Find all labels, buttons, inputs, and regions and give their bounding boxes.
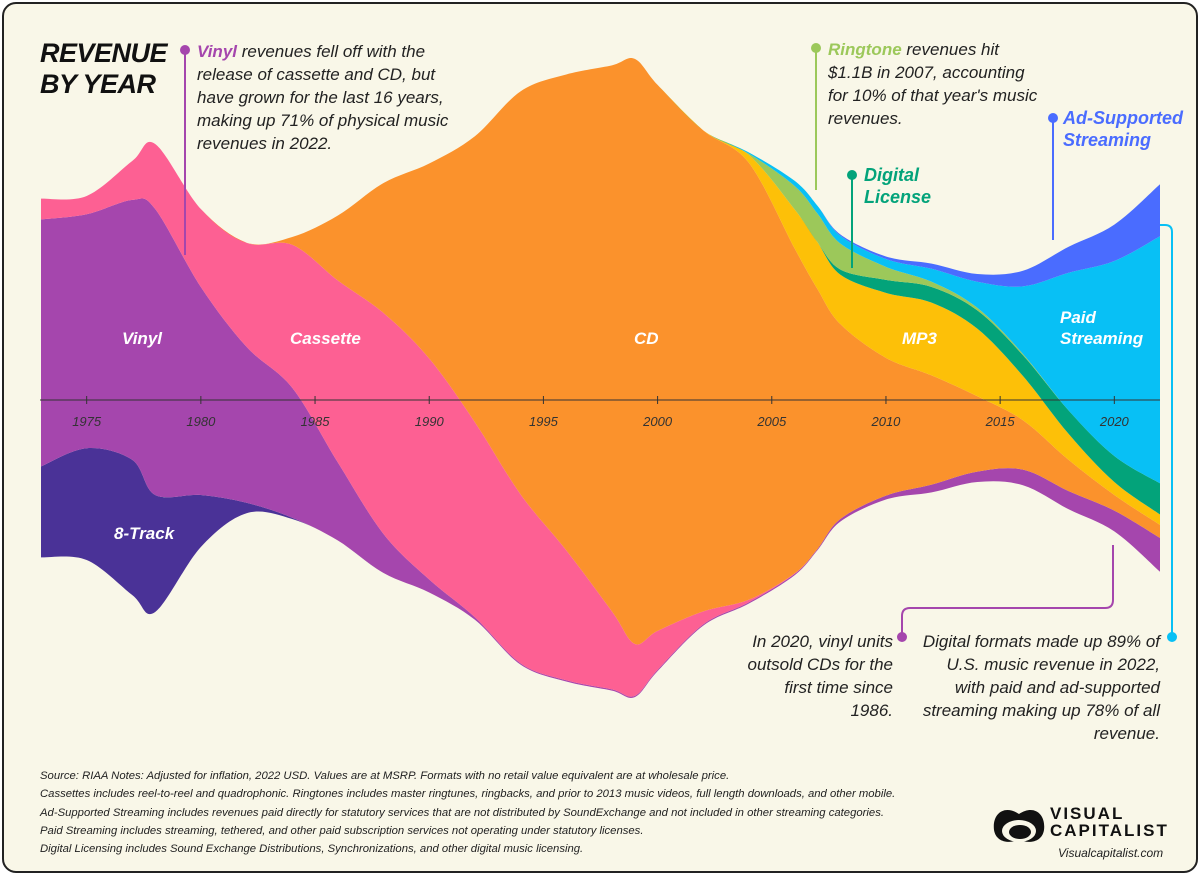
label-8-track: 8-Track	[114, 524, 175, 543]
brand-line-2: CAPITALIST	[1050, 821, 1169, 840]
label-vinyl: Vinyl	[122, 329, 162, 348]
x-tick-label: 1980	[186, 414, 216, 429]
ad-supported-annotation: Ad-Supported Streaming	[1063, 107, 1183, 151]
vinyl-annotation-text: revenues fell off with the release of ca…	[197, 42, 449, 153]
brand-line-1: VISUAL	[1050, 804, 1125, 823]
x-tick-label: 2005	[756, 414, 787, 429]
footnotes: Source: RIAA Notes: Adjusted for inflati…	[40, 767, 895, 858]
label-paid-line-1: Paid	[1060, 308, 1096, 327]
ringtone-annotation-text: revenues hit $1.1B in 2007, accounting f…	[828, 40, 1038, 128]
layer-cassette	[41, 141, 1160, 697]
digital-2022-leader	[1160, 224, 1173, 637]
x-tick-label: 2000	[642, 414, 673, 429]
x-tick-label: 1990	[415, 414, 445, 429]
vinyl-2020-leader	[901, 545, 1114, 637]
ringtone-annotation: Ringtone revenues hit $1.1B in 2007, acc…	[828, 38, 1043, 130]
footnote: Source: RIAA Notes: Adjusted for inflati…	[40, 770, 730, 782]
x-tick-label: 2015	[985, 414, 1016, 429]
digital-license-leader-dot	[847, 170, 857, 180]
ringtone-leader-dot	[811, 43, 821, 53]
ad-supported-leader-dot	[1048, 113, 1058, 123]
label-mp3: MP3	[902, 329, 937, 348]
label-cassette: Cassette	[290, 329, 361, 348]
digital-2022-leader-dot	[1167, 632, 1177, 642]
footnote: Digital Licensing includes Sound Exchang…	[40, 843, 584, 856]
vinyl-2020-annotation: In 2020, vinyl units outsold CDs for the…	[747, 632, 893, 720]
footnote: Cassettes includes reel-to-reel and quad…	[40, 788, 896, 801]
ringtone-highlight: Ringtone	[828, 40, 902, 59]
x-tick-label: 2010	[870, 414, 901, 429]
brand-name: VISUAL CAPITALIST	[1050, 805, 1169, 839]
x-tick-label: 1995	[529, 414, 559, 429]
label-paid-streaming: Paid Streaming	[1060, 307, 1143, 349]
layer-cd	[41, 58, 1160, 645]
visual-capitalist-logo-icon	[993, 809, 1045, 842]
label-paid-line-2: Streaming	[1060, 329, 1144, 348]
x-tick-label: 1985	[301, 414, 331, 429]
footnote: Ad-Supported Streaming includes revenues…	[40, 806, 884, 819]
ad-supported-line-1: Ad-Supported	[1063, 108, 1183, 128]
layer-vinyl	[41, 198, 1160, 698]
title-line-1: REVENUE	[40, 38, 168, 68]
title-line-2: BY YEAR	[40, 69, 156, 99]
x-tick-label: 1975	[72, 414, 102, 429]
layer-ad-supported-streaming	[41, 58, 1160, 287]
digital-license-annotation: Digital License	[864, 164, 931, 208]
x-tick-label: 2020	[1099, 414, 1130, 429]
vinyl-highlight: Vinyl	[197, 42, 237, 61]
digital-license-line-2: License	[864, 187, 932, 207]
label-cd: CD	[634, 329, 659, 348]
vinyl-2020-leader-dot	[897, 632, 907, 642]
digital-2022-annotation: Digital formats made up 89% of U.S. musi…	[922, 632, 1160, 743]
layer-paid-streaming	[41, 58, 1160, 484]
vinyl-leader-dot	[180, 45, 190, 55]
ad-supported-line-2: Streaming	[1063, 130, 1152, 150]
brand-site: Visualcapitalist.com	[1058, 846, 1164, 860]
chart-title: REVENUE BY YEAR	[40, 38, 168, 100]
digital-license-line-1: Digital	[864, 165, 920, 185]
footnote: Paid Streaming includes streaming, tethe…	[40, 824, 644, 837]
vinyl-annotation: Vinyl revenues fell off with the release…	[197, 40, 467, 155]
